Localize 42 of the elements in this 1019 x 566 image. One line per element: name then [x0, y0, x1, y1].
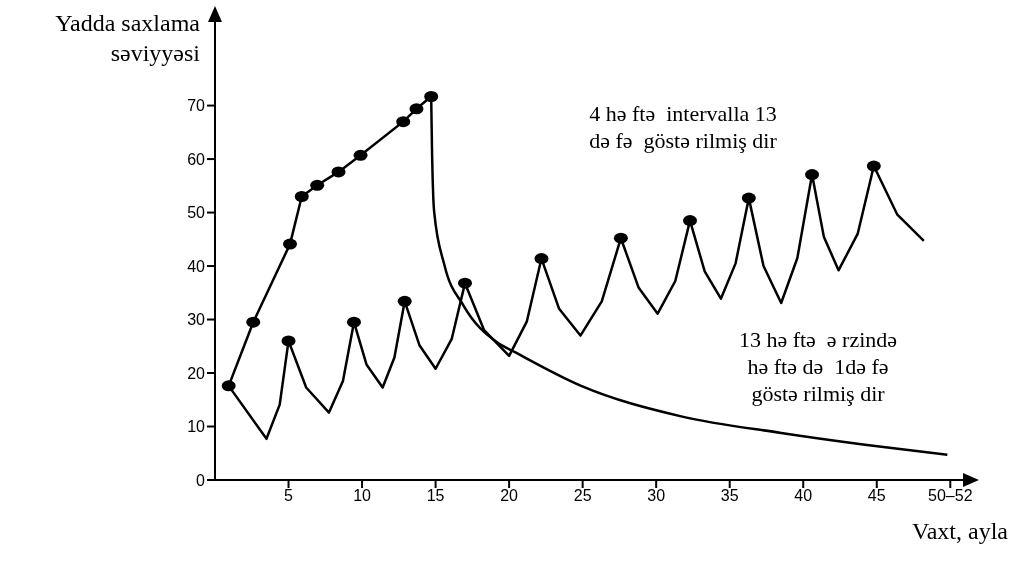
point — [458, 277, 472, 289]
point — [424, 90, 439, 102]
y-axis-title: Yadda saxlama səviyyəsi — [54, 9, 200, 68]
y-tick-label: 50 — [187, 204, 206, 222]
point — [613, 232, 628, 244]
point — [246, 316, 261, 328]
point — [534, 253, 549, 265]
point — [805, 169, 820, 181]
annotation: 4 hə ftə intervalla 13 də fə göstə rilmiş dir — [588, 100, 778, 154]
point — [221, 380, 236, 392]
point — [281, 335, 296, 347]
x-tick-label: 10 — [353, 487, 372, 505]
point — [741, 192, 756, 204]
point — [294, 191, 309, 203]
y-tick-label: 0 — [196, 471, 206, 489]
x-tick-label: 5 — [284, 487, 294, 505]
x-tick-label: 40 — [794, 487, 813, 505]
x-tick-label: 30 — [647, 487, 666, 505]
x-tick-label: 35 — [720, 487, 739, 505]
x-tick-label: 50–52 — [928, 487, 973, 505]
x-tick-label: 45 — [867, 487, 886, 505]
point — [683, 215, 697, 227]
x-tick-label: 15 — [426, 487, 445, 505]
y-tick-label: 30 — [187, 311, 206, 329]
point — [283, 238, 297, 250]
point — [866, 160, 881, 172]
point — [409, 103, 424, 115]
x-tick-label: 20 — [500, 487, 519, 505]
point — [397, 295, 412, 307]
y-tick-label: 40 — [187, 257, 206, 275]
x-tick-label: 25 — [573, 487, 592, 505]
y-tick-label: 20 — [187, 364, 206, 382]
point — [396, 116, 411, 128]
annotation: 13 hə ftə ə rzində hə ftə də 1də fə göstə rilmiş dir — [737, 326, 899, 407]
y-tick-label: 60 — [187, 150, 206, 168]
y-tick-label: 10 — [187, 418, 206, 436]
y-tick-label: 70 — [187, 97, 206, 115]
point — [353, 149, 368, 161]
point — [310, 179, 325, 191]
point — [346, 316, 361, 328]
point — [331, 166, 346, 178]
x-axis-title: Vaxt, ayla — [912, 518, 1008, 545]
